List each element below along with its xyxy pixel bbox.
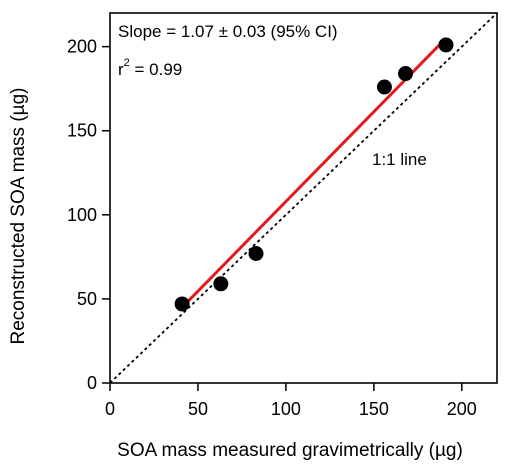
data-point	[213, 276, 229, 292]
x-tick-label: 150	[359, 399, 389, 419]
y-tick-label: 150	[67, 121, 97, 141]
slope-annotation: Slope = 1.07 ± 0.03 (95% CI)	[118, 22, 338, 41]
x-tick-label: 100	[271, 399, 301, 419]
x-tick-label: 50	[188, 399, 208, 419]
r-squared-annotation: r2 = 0.99	[118, 57, 182, 79]
x-tick-label: 0	[105, 399, 115, 419]
data-point	[248, 246, 264, 261]
one-to-one-line	[109, 12, 498, 384]
y-tick-label: 200	[67, 37, 97, 57]
r-squared-letter: r	[118, 60, 124, 79]
data-point	[438, 37, 454, 53]
plot-frame	[109, 12, 498, 384]
y-tick-label: 50	[77, 289, 97, 309]
r-squared-exponent: 2	[124, 57, 130, 69]
data-point	[376, 79, 392, 95]
one-to-one-label: 1:1 line	[372, 150, 427, 169]
y-axis-label: Reconstructed SOA mass (µg)	[8, 88, 29, 345]
data-point	[398, 66, 414, 82]
y-tick-label: 100	[67, 205, 97, 225]
x-tick-label: 200	[447, 399, 477, 419]
fit-line	[181, 37, 448, 309]
data-point	[174, 296, 190, 312]
x-axis-label: SOA mass measured gravimetrically (µg)	[117, 440, 463, 461]
r-squared-value: = 0.99	[130, 60, 182, 79]
y-tick-label: 0	[87, 373, 97, 393]
